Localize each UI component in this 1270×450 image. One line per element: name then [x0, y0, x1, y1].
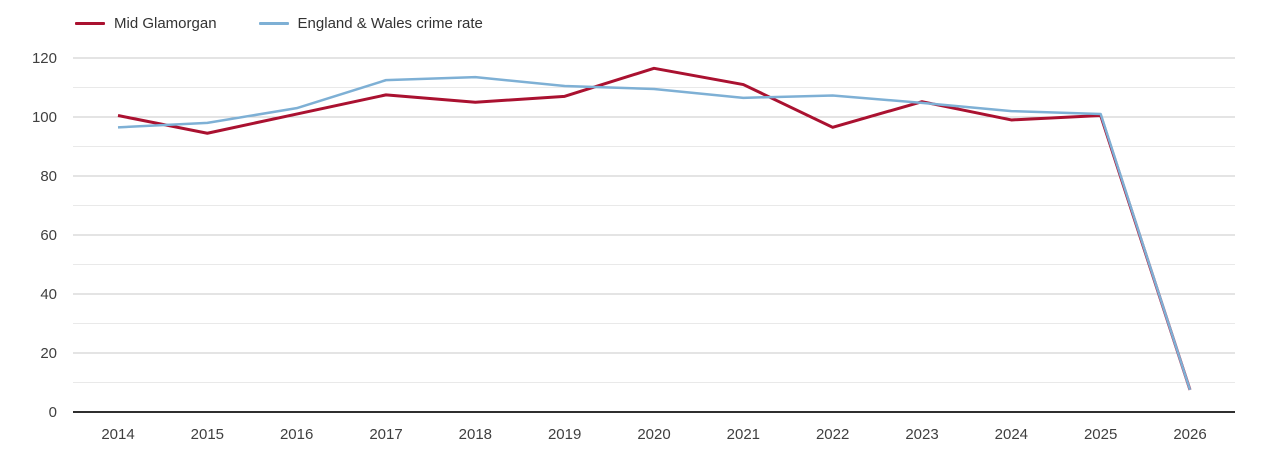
x-axis-tick-label: 2016	[280, 426, 313, 443]
y-axis-tick-label: 0	[49, 404, 57, 421]
y-axis-tick-label: 120	[32, 50, 57, 67]
series-line-0	[117, 66, 1192, 391]
y-axis-tick-label: 40	[40, 286, 57, 303]
chart-legend: Mid Glamorgan England & Wales crime rate	[75, 15, 483, 32]
legend-item-england-wales: England & Wales crime rate	[258, 15, 483, 32]
y-axis-tick-label: 80	[40, 168, 57, 185]
legend-label-england-wales: England & Wales crime rate	[297, 15, 483, 32]
legend-line-swatch-blue	[258, 22, 289, 25]
y-axis-tick-label: 60	[40, 227, 57, 244]
y-axis-tick-label: 100	[32, 109, 57, 126]
x-axis-tick-label: 2026	[1173, 426, 1206, 443]
x-axis-tick-label: 2019	[548, 426, 581, 443]
legend-line-swatch-red	[75, 22, 105, 25]
series-line-1	[117, 75, 1192, 391]
legend-item-mid-glamorgan: Mid Glamorgan	[75, 15, 217, 32]
x-axis-tick-label: 2022	[816, 426, 849, 443]
x-axis-tick-label: 2015	[191, 426, 224, 443]
x-axis-tick-label: 2020	[637, 426, 670, 443]
y-axis-tick-label: 20	[40, 345, 57, 362]
x-axis-tick-label: 2017	[369, 426, 402, 443]
x-axis-tick-label: 2025	[1084, 426, 1117, 443]
x-axis-tick-label: 2023	[905, 426, 938, 443]
x-axis-tick-label: 2014	[101, 426, 134, 443]
x-axis-tick-label: 2021	[727, 426, 760, 443]
legend-label-mid-glamorgan: Mid Glamorgan	[114, 15, 217, 32]
x-axis-tick-label: 2024	[995, 426, 1028, 443]
x-axis-tick-label: 2018	[459, 426, 492, 443]
